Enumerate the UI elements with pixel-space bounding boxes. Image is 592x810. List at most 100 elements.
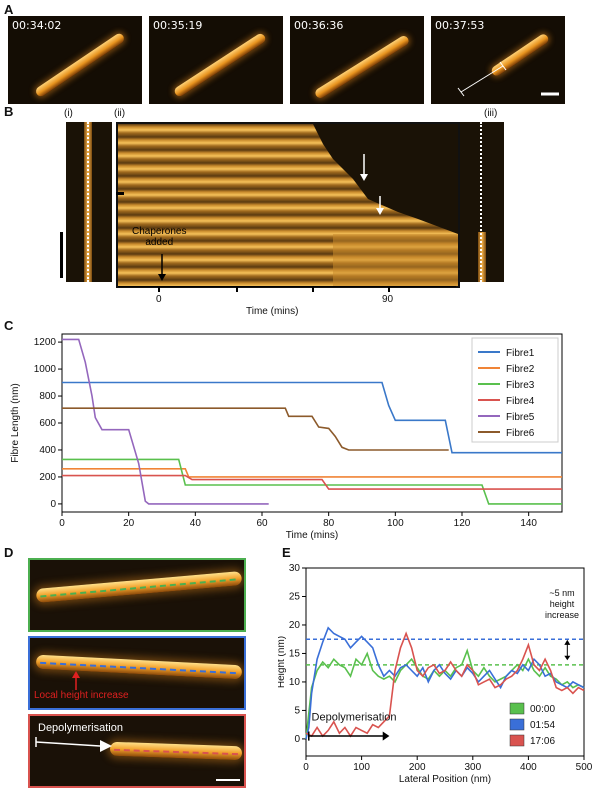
- series-line-1706: [305, 631, 585, 738]
- x-tick-label: 400: [520, 762, 537, 773]
- y-tick-label: 1200: [34, 337, 57, 348]
- x-tick-label: 0: [303, 762, 309, 773]
- y-tick-label: 200: [39, 472, 56, 483]
- panel-label-b: B: [4, 104, 14, 119]
- chaperones-annotation: Chaperones added: [132, 226, 187, 248]
- tick-mark: [116, 192, 124, 195]
- kymograph-i: [66, 122, 112, 282]
- x-tick-label: 90: [382, 294, 394, 305]
- afm-frame-3: 00:36:36: [290, 16, 424, 104]
- panel-label-e: E: [282, 545, 291, 560]
- fibre-image: [313, 34, 411, 100]
- height-increase-annotation: ~5 nm: [549, 588, 574, 598]
- panel-label-a: A: [4, 2, 14, 17]
- legend-label: Fibre5: [506, 412, 535, 423]
- y-tick-label: 10: [289, 677, 301, 688]
- y-tick-label: 1000: [34, 364, 57, 375]
- timestamp: 00:34:02: [12, 19, 62, 32]
- x-tick-label: 300: [464, 762, 481, 773]
- plot-frame: [305, 567, 585, 757]
- x-tick-label: 0: [59, 518, 65, 529]
- measure-bracket: [457, 61, 559, 97]
- x-tick-label: 80: [323, 518, 335, 529]
- timestamp: 00:35:19: [153, 19, 203, 32]
- y-tick-label: 15: [289, 648, 301, 659]
- legend-label: Fibre2: [506, 364, 535, 375]
- y-tick-label: 600: [39, 418, 56, 429]
- x-tick-label: 100: [387, 518, 404, 529]
- arrow-up-icon: [564, 639, 571, 645]
- series-line-fibre1: [62, 381, 562, 454]
- depolymerisation-annotation: Depolymerisation: [312, 712, 397, 724]
- afm-profile-green: [28, 558, 246, 632]
- afm-frame-4: 00:37:53: [431, 16, 565, 104]
- legend-swatch: [509, 734, 525, 747]
- y-tick-label: 20: [289, 620, 301, 631]
- kymograph-iii: [460, 122, 504, 282]
- x-tick-label: 60: [256, 518, 268, 529]
- kymograph-ii: Chaperones added: [116, 122, 460, 288]
- legend-swatch: [509, 702, 525, 715]
- depolymerisation-label: Depolymerisation: [38, 722, 123, 734]
- y-tick-label: 30: [289, 563, 301, 574]
- panel-label-d: D: [4, 545, 14, 560]
- series-line-fibre4: [62, 474, 562, 490]
- fibre-image: [172, 31, 268, 99]
- arrow-right-icon: [382, 731, 390, 741]
- timestamp: 00:37:53: [435, 19, 485, 32]
- y-axis-label: Fibre Length (nm): [10, 383, 21, 462]
- x-tick-label: 0: [156, 294, 162, 305]
- afm-profile-blue: Local height increase: [28, 636, 246, 710]
- sub-label-i: (i): [64, 108, 73, 119]
- x-tick-label: 200: [409, 762, 426, 773]
- x-tick-label: 500: [576, 762, 592, 773]
- series-line-fibre5: [62, 338, 269, 505]
- kymo-x-axis: [118, 286, 456, 287]
- panel-label-c: C: [4, 318, 14, 333]
- sub-label-iii: (iii): [484, 108, 498, 119]
- legend-box: [471, 337, 559, 443]
- x-axis-label: Time (mins): [286, 530, 338, 541]
- local-height-annotation: Local height increase: [34, 690, 129, 701]
- x-axis-label: Time (mins): [246, 306, 299, 317]
- series-line-0154: [305, 626, 585, 740]
- arrow-down-icon: [564, 655, 571, 661]
- x-tick-label: 140: [520, 518, 537, 529]
- sub-label-ii: (ii): [114, 108, 126, 119]
- fibre-image: [34, 31, 126, 99]
- y-tick-label: 0: [50, 499, 56, 510]
- y-tick-label: 400: [39, 445, 56, 456]
- legend-label: 17:06: [530, 736, 555, 747]
- legend-label: 01:54: [530, 720, 555, 731]
- chart-height-profile: 0 100 200 300 400 500 0 5 10 15 20 25 30 Lateral Posi…: [278, 563, 592, 785]
- timestamp: 00:36:36: [294, 19, 344, 32]
- y-tick-label: 25: [289, 591, 301, 602]
- legend: Fibre1 Fibre2 Fibre3 Fibre4 Fibre5 Fibre6: [471, 337, 559, 443]
- x-tick-label: 20: [123, 518, 135, 529]
- y-tick-label: 800: [39, 391, 56, 402]
- legend-label: Fibre4: [506, 396, 535, 407]
- series-line-fibre6: [62, 407, 449, 451]
- series-line-fibre2: [62, 468, 562, 478]
- y-tick-label: 5: [294, 705, 300, 716]
- height-increase-annotation: increase: [545, 610, 579, 620]
- legend-label: Fibre6: [506, 428, 535, 439]
- legend-label: Fibre3: [506, 380, 535, 391]
- y-tick-label: 0: [294, 734, 300, 745]
- arrow-right-icon: [100, 740, 112, 752]
- scale-bar: [60, 232, 63, 278]
- legend-swatch: [509, 718, 525, 731]
- series-line-fibre3: [62, 458, 562, 505]
- height-increase-annotation: height: [550, 599, 575, 609]
- legend-label: Fibre1: [506, 348, 535, 359]
- x-tick-label: 40: [190, 518, 202, 529]
- afm-profile-red: Depolymerisation: [28, 714, 246, 788]
- x-tick-label: 120: [454, 518, 471, 529]
- chart-fibre-length: 0 20 40 60 80 100 120 140 0 200 400 600 800 1000 1200 T…: [10, 333, 563, 541]
- x-axis-label: Lateral Position (nm): [399, 774, 491, 785]
- legend-label: 00:00: [530, 704, 555, 715]
- afm-frame-2: 00:35:19: [149, 16, 283, 104]
- x-tick-label: 100: [353, 762, 370, 773]
- afm-frame-1: 00:34:02: [8, 16, 142, 104]
- y-axis-label: Height (nm): [278, 636, 287, 688]
